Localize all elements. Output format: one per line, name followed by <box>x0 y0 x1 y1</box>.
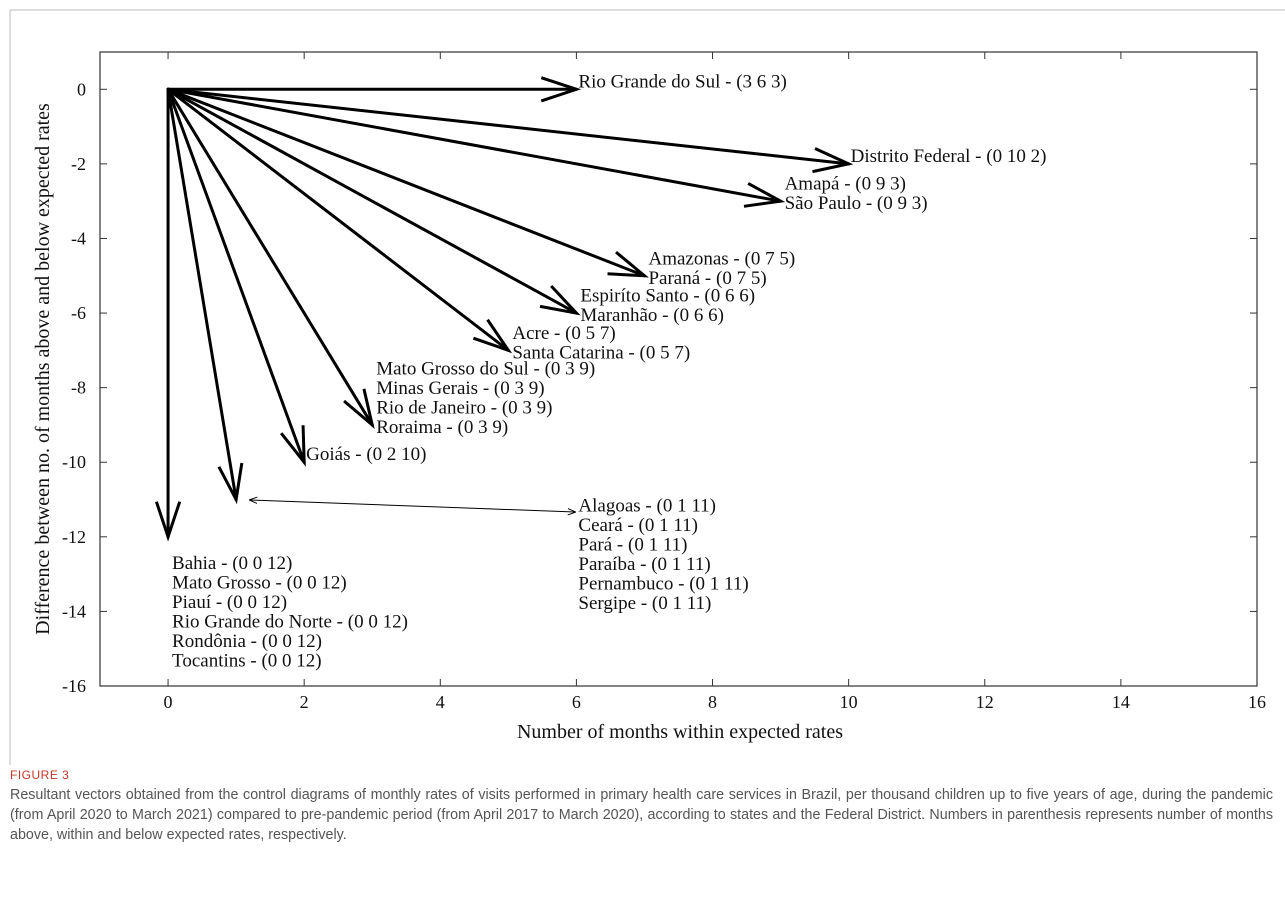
vector-label: Rio Grande do Sul - (3 6 3) <box>578 71 786 92</box>
vector-arrow <box>166 87 513 354</box>
vector-label: Alagoas - (0 1 11) <box>578 496 716 517</box>
y-tick-label: 0 <box>77 79 86 99</box>
y-axis-title: Difference between no. of months above a… <box>32 103 54 635</box>
y-tick-label: -10 <box>62 452 86 472</box>
tick-layer: 0 2 4 6 8 10 12 14 16 0 -2 -4 -6 -8 -10 -12 -14 -16 <box>62 52 1266 712</box>
vector-label: Espiríto Santo - (0 6 6) <box>580 286 755 307</box>
vector-label: Roraima - (0 3 9) <box>376 417 508 438</box>
x-tick-label: 0 <box>164 692 173 712</box>
vector-arrow <box>166 87 649 278</box>
vector-shaft <box>166 87 374 427</box>
vector-shaft <box>166 87 646 278</box>
vector-label: Amazonas - (0 7 5) <box>648 248 795 269</box>
vector-label: Minas Gerais - (0 3 9) <box>376 378 544 399</box>
vector-label: Maranhão - (0 6 6) <box>580 305 724 326</box>
vector-labels-layer: Rio Grande do Sul - (3 6 3) Distrito Fede… <box>172 71 1046 671</box>
y-tick-label: -6 <box>71 303 86 323</box>
vector-label: Rio de Janeiro - (0 3 9) <box>376 397 552 418</box>
vector-arrow <box>166 87 854 174</box>
y-tick-label: -8 <box>71 378 86 398</box>
x-tick-label: 14 <box>1112 692 1130 712</box>
vector-label: Tocantins - (0 0 12) <box>172 650 322 671</box>
vector-shaft <box>166 87 851 166</box>
vector-label: Paraná - (0 7 5) <box>648 268 766 289</box>
vector-label: Pernambuco - (0 1 11) <box>578 574 748 595</box>
y-tick-label: -16 <box>62 676 86 696</box>
vector-arrow <box>166 87 581 316</box>
vector-arrow <box>166 87 786 208</box>
vector-arrowhead <box>472 318 513 354</box>
vector-arrowhead <box>607 250 649 278</box>
vector-label: Goiás - (0 2 10) <box>306 444 426 465</box>
vector-arrowhead <box>343 388 375 430</box>
vector-label: Amapá - (0 9 3) <box>785 174 906 195</box>
y-tick-label: -4 <box>71 228 86 248</box>
vector-shaft <box>166 87 306 464</box>
vector-arrowhead <box>812 147 854 174</box>
vector-label: Pará - (0 1 11) <box>578 535 687 556</box>
y-tick-label: -12 <box>62 527 86 547</box>
figure-caption: Resultant vectors obtained from the cont… <box>10 787 1273 843</box>
vector-label: Rio Grande do Norte - (0 0 12) <box>172 611 408 632</box>
x-tick-label: 2 <box>300 692 309 712</box>
y-tick-label: -2 <box>71 154 86 174</box>
y-tick-label: -14 <box>62 601 86 621</box>
vector-label: Paraíba - (0 1 11) <box>578 554 710 575</box>
x-axis-title: Number of months within expected rates <box>517 721 843 743</box>
vector-label: Mato Grosso - (0 0 12) <box>172 572 347 593</box>
x-tick-label: 4 <box>436 692 445 712</box>
vector-arrowhead <box>743 182 786 208</box>
plot-area <box>99 51 1258 687</box>
vector-shaft <box>166 87 578 315</box>
vector-arrowhead <box>539 284 581 316</box>
vector-label: Mato Grosso do Sul - (0 3 9) <box>376 358 595 379</box>
vector-arrow <box>166 87 375 430</box>
vector-shaft <box>166 87 238 502</box>
vector-arrowhead <box>217 462 244 505</box>
vector-arrow <box>166 87 306 467</box>
vector-label: Sergipe - (0 1 11) <box>578 593 711 614</box>
x-tick-label: 10 <box>840 692 858 712</box>
x-tick-label: 8 <box>708 692 717 712</box>
vector-label: Bahia - (0 0 12) <box>172 553 292 574</box>
vector-label: Piauí - (0 0 12) <box>172 592 287 613</box>
vector-label: Rondônia - (0 0 12) <box>172 631 322 652</box>
figure-label: FIGURE 3 <box>10 768 70 782</box>
vectors-layer <box>154 76 854 542</box>
figure-caption-block: FIGURE 3 Resultant vectors obtained from… <box>10 768 1275 845</box>
vector-chart: 0 2 4 6 8 10 12 14 16 0 -2 -4 -6 -8 -10 -12 -14 -16 Rio G… <box>9 9 1285 765</box>
vector-arrowhead <box>154 501 182 542</box>
vector-arrowhead <box>280 425 306 467</box>
vector-label: Ceará - (0 1 11) <box>578 515 698 536</box>
vector-label: Acre - (0 5 7) <box>512 323 615 344</box>
vector-label: Distrito Federal - (0 10 2) <box>851 146 1047 167</box>
vector-label: Santa Catarina - (0 5 7) <box>512 342 690 363</box>
x-tick-label: 16 <box>1248 692 1266 712</box>
vector-arrow <box>166 76 582 103</box>
x-tick-label: 6 <box>572 692 581 712</box>
vector-arrow <box>166 87 244 505</box>
vector-shaft <box>166 87 783 203</box>
vector-arrowhead <box>540 76 582 103</box>
vector-label: São Paulo - (0 9 3) <box>785 193 928 214</box>
x-tick-label: 12 <box>976 692 994 712</box>
vector-arrow <box>154 87 182 542</box>
vector-shaft <box>166 87 510 352</box>
bracket-arrow <box>250 500 575 512</box>
